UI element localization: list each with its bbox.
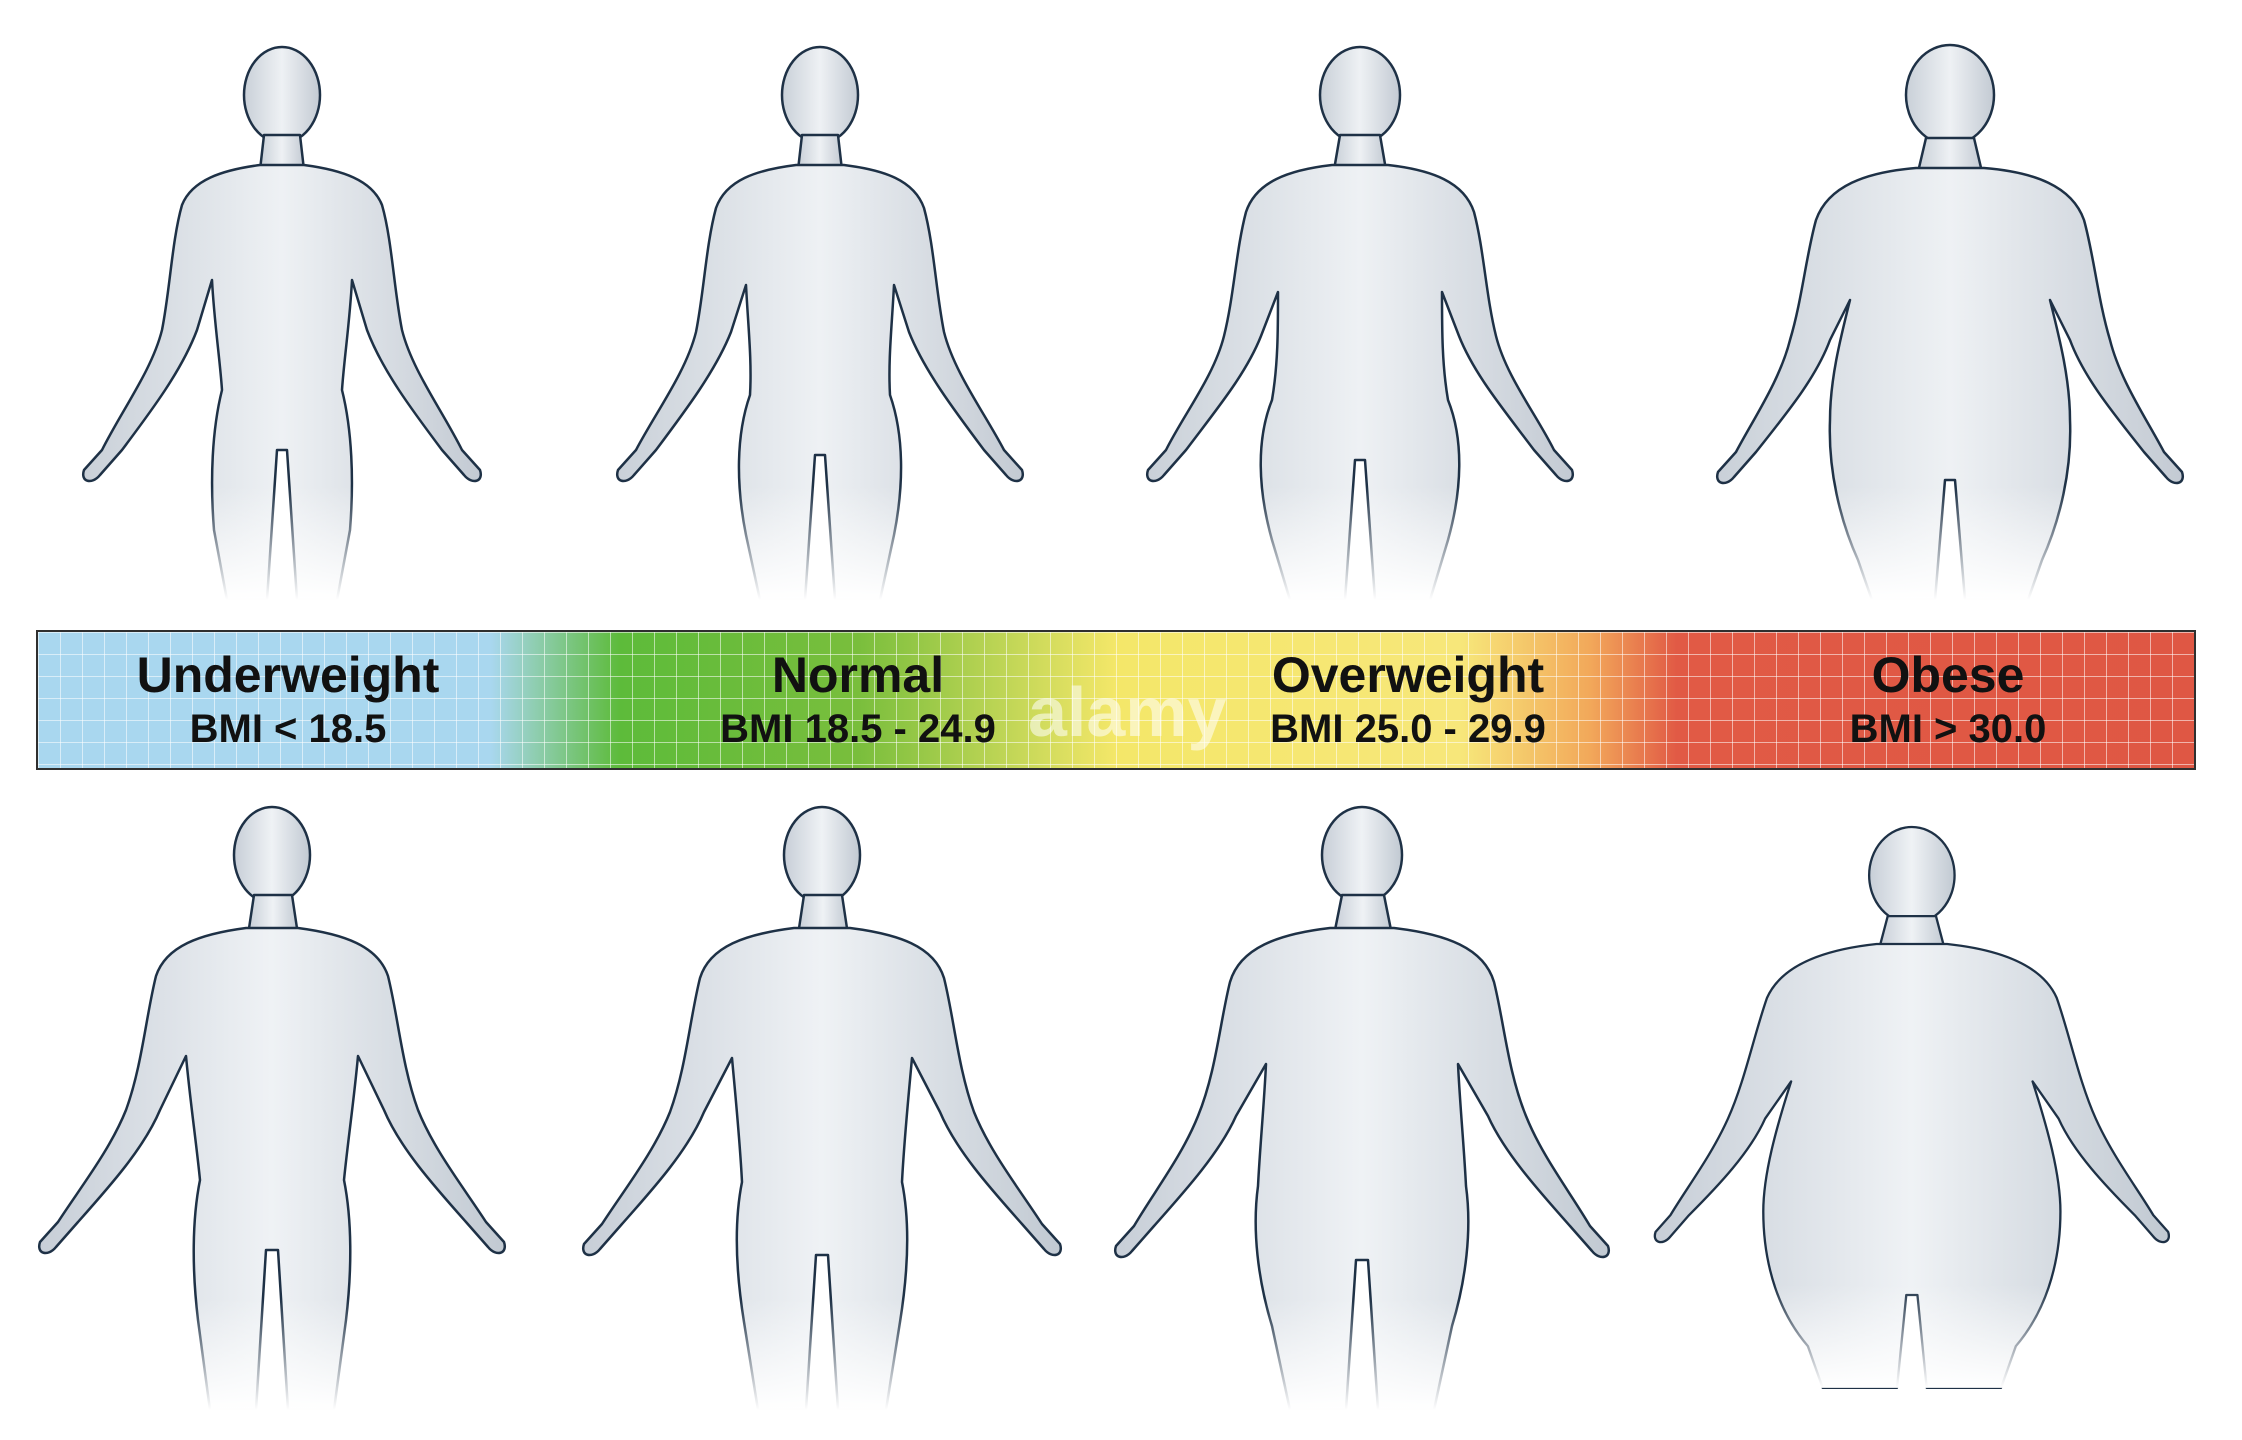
grid-overlay <box>38 632 2194 768</box>
obese-male-figure <box>1650 790 2170 1410</box>
bmi-segment-obese: Obese BMI > 30.0 <box>1698 632 2194 768</box>
bmi-segment-normal: Normal BMI 18.5 - 24.9 <box>608 632 1108 768</box>
bmi-segment-overweight: Overweight BMI 25.0 - 29.9 <box>1158 632 1658 768</box>
normal-female-figure <box>560 30 1080 600</box>
bmi-range-label: BMI > 30.0 <box>1849 707 2047 751</box>
bmi-range-label: BMI 25.0 - 29.9 <box>1270 707 1546 751</box>
normal-male-figure <box>560 790 1080 1410</box>
bmi-segment-underweight: Underweight BMI < 18.5 <box>38 632 538 768</box>
overweight-male-figure <box>1100 790 1620 1410</box>
female-figures-row <box>0 30 2242 600</box>
category-label: Normal <box>771 647 945 703</box>
male-figures-row <box>0 790 2242 1410</box>
bmi-range-label: BMI 18.5 - 24.9 <box>720 707 996 751</box>
category-label: Overweight <box>1271 647 1545 703</box>
bmi-range-label: BMI < 18.5 <box>189 707 387 751</box>
underweight-male-figure <box>10 790 530 1410</box>
category-label: Obese <box>1871 647 2025 703</box>
obese-female-figure <box>1690 30 2210 600</box>
overweight-female-figure <box>1100 30 1620 600</box>
bmi-scale-bar: Underweight BMI < 18.5 Normal BMI 18.5 -… <box>36 630 2196 770</box>
underweight-female-figure <box>22 30 542 600</box>
category-label: Underweight <box>136 647 440 703</box>
